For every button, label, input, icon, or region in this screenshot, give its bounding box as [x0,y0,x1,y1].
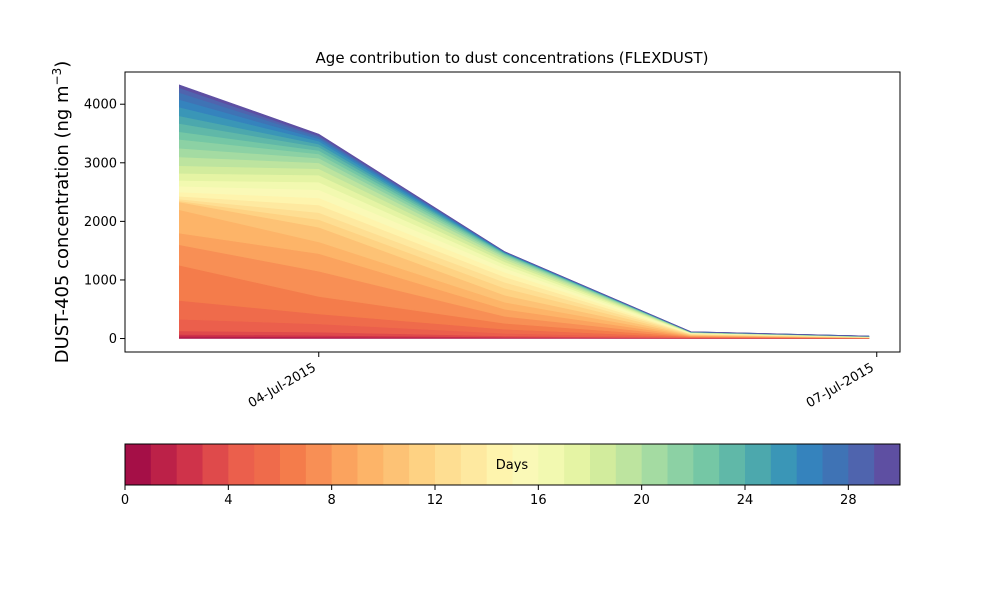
stacked-area-layers [179,84,870,339]
colorbar-swatch-2 [176,444,203,485]
colorbar-swatch-7 [305,444,333,485]
colorbar-tick-label: 12 [427,493,444,508]
y-axis-label-exponent: −3 [50,68,64,86]
colorbar-swatch-24 [745,444,772,485]
colorbar-swatch-21 [667,444,694,485]
colorbar-swatch-25 [770,444,798,485]
colorbar-swatch-18 [590,444,617,485]
y-axis-label-close: ) [52,61,73,68]
colorbar-swatch-23 [719,444,746,485]
y-axis-ticks: 0 1000 2000 3000 4000 [84,98,125,347]
colorbar-swatch-15 [512,444,539,485]
x-tick-label: 04-Jul-2015 [246,360,319,411]
x-tick-label: 07-Jul-2015 [804,360,877,411]
colorbar-swatch-5 [254,444,281,485]
colorbar-swatch-4 [228,444,255,485]
colorbar-swatch-13 [460,444,488,485]
x-axis-ticks: 04-Jul-2015 07-Jul-2015 [246,352,878,411]
colorbar-swatch-3 [202,444,229,485]
colorbar-swatch-26 [796,444,823,485]
colorbar-frame [124,443,901,486]
colorbar [125,444,901,485]
colorbar-tick-label: 20 [633,493,650,508]
colorbar-tick-label: 0 [121,493,129,508]
colorbar-swatch-19 [615,444,643,485]
y-axis-label: DUST-405 concentration (ng m−3) [50,61,73,364]
colorbar-swatch-14 [486,444,513,485]
colorbar-swatch-16 [538,444,565,485]
y-axis-label-main: DUST-405 concentration (ng m [52,85,73,363]
colorbar-tick-label: 4 [224,493,232,508]
colorbar-swatch-11 [409,444,436,485]
colorbar-swatch-8 [331,444,358,485]
colorbar-swatch-0 [125,444,152,485]
colorbar-swatch-20 [641,444,668,485]
y-tick-label: 3000 [84,156,117,171]
colorbar-tick-label: 28 [840,493,857,508]
colorbar-swatch-12 [435,444,462,485]
y-tick-label: 0 [109,332,117,347]
colorbar-swatch-17 [564,444,591,485]
y-tick-label: 4000 [84,98,117,113]
y-tick-label: 1000 [84,273,117,288]
colorbar-label: Days [496,458,529,473]
colorbar-tick-label: 8 [328,493,336,508]
colorbar-swatch-22 [693,444,720,485]
colorbar-swatch-6 [280,444,307,485]
colorbar-swatch-27 [822,444,849,485]
y-tick-label: 2000 [84,215,117,230]
colorbar-ticks: 0 4 8 12 16 20 24 28 [121,485,857,508]
colorbar-tick-label: 24 [737,493,754,508]
colorbar-swatch-10 [383,444,410,485]
colorbar-swatch-28 [848,444,875,485]
colorbar-swatch-9 [357,444,384,485]
colorbar-swatch-1 [150,444,178,485]
colorbar-tick-label: 16 [530,493,547,508]
area-layer-day-29 [179,84,870,337]
colorbar-swatch-29 [874,444,901,485]
plot-frame [124,71,901,353]
chart-title: Age contribution to dust concentrations … [316,49,709,67]
